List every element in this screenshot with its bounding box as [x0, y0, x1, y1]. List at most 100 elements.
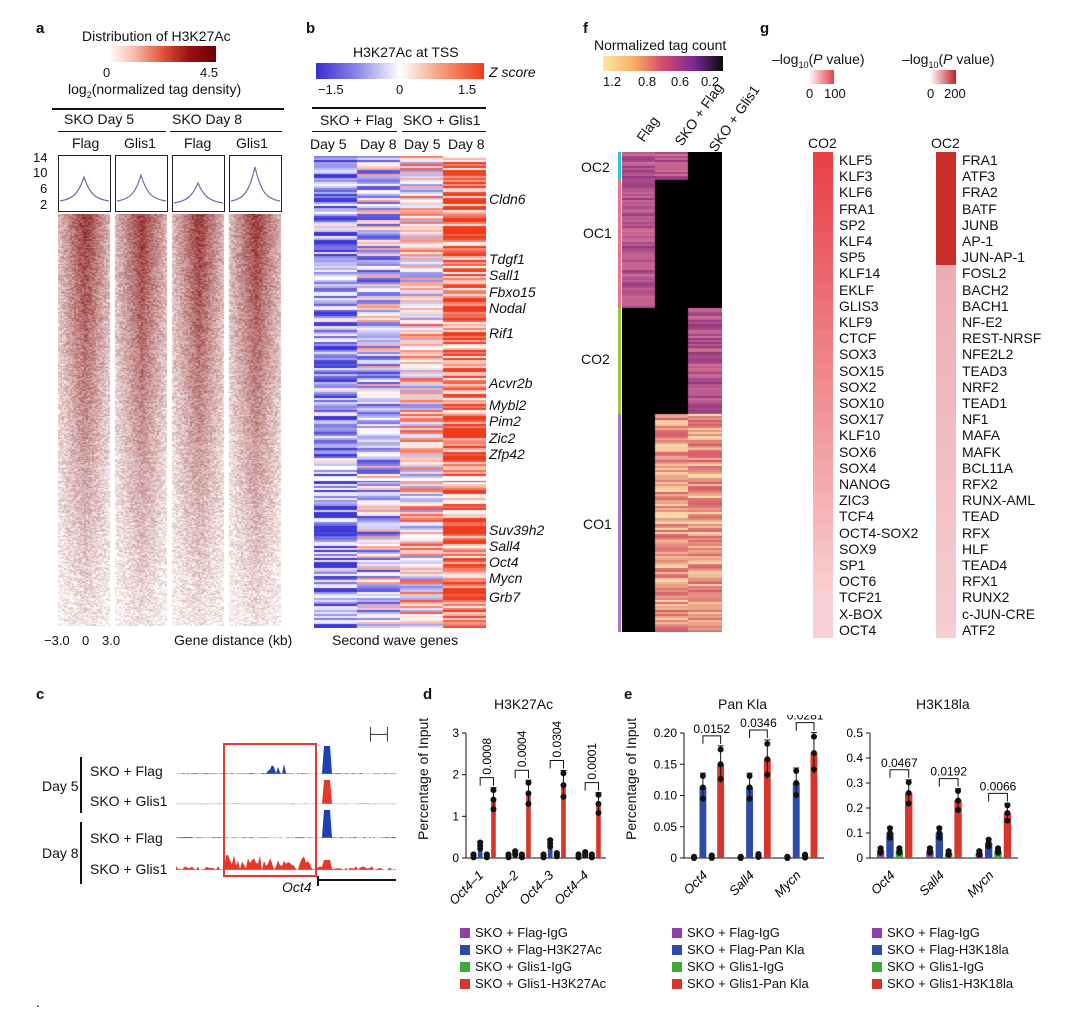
motif-label: RUNX-AML [962, 492, 1036, 509]
colorbar-b [316, 63, 484, 79]
data-point [802, 851, 809, 858]
motif-label: SOX4 [839, 459, 877, 476]
scale-bar-icon: ├─┤ [366, 727, 392, 741]
legend-swatch [460, 945, 470, 955]
motif-label: KLF14 [839, 265, 881, 282]
motif-significance-cell [813, 459, 833, 477]
motif-significance-cell [813, 427, 833, 444]
gene-label-oct4: Oct4 [282, 879, 312, 895]
xlabel-b: Second wave genes [332, 632, 459, 648]
panel-label-b: b [306, 20, 316, 37]
motif-significance-cell [936, 362, 956, 380]
legend-entry: SKO + Flag-Pan Kla [672, 942, 804, 957]
y-tick-label: 1 [452, 809, 459, 823]
motif-label: TEAD1 [962, 395, 1008, 411]
y-tick-label: 2 [452, 768, 459, 782]
y-tick-label: 0.4 [846, 751, 863, 765]
title-d: H3K27Ac [494, 696, 554, 712]
data-point [764, 771, 771, 778]
motif-significance-cell [813, 330, 833, 347]
data-point [976, 848, 983, 855]
data-point [525, 779, 532, 786]
motif-label: TEAD3 [962, 362, 1008, 379]
ytick-6: 6 [40, 181, 48, 196]
p-value-label: 0.0192 [930, 765, 967, 779]
g-left-max: 100 [824, 86, 846, 101]
data-point [512, 848, 519, 855]
g-left-title: CO2 [808, 135, 837, 151]
y-tick-label: 0.20 [654, 726, 678, 740]
data-point [784, 853, 791, 860]
motif-significance-cell [813, 557, 833, 574]
motif-label: CTCF [839, 330, 877, 347]
motif-label: SP5 [839, 249, 866, 266]
data-point [955, 788, 962, 795]
motif-significance-cell [813, 249, 833, 266]
p-value-label: 0.0008 [480, 738, 494, 775]
motif-significance-cell [936, 297, 956, 315]
track-label-1: SKO + Flag [90, 763, 163, 779]
gene-label: Nodal [489, 300, 526, 316]
cluster-bar-co1 [618, 414, 621, 632]
footer-dot: . [36, 994, 40, 1010]
gene-label: Pim2 [489, 413, 521, 429]
motif-significance-cell [813, 314, 833, 331]
data-point [490, 796, 497, 803]
significance-bracket [749, 729, 768, 738]
motif-significance-cell [813, 411, 833, 428]
significance-bracket [584, 782, 599, 791]
p-value-label: 0.0001 [585, 743, 599, 780]
colorbar-label-g-right: –log10(P value) [902, 51, 995, 70]
data-point [490, 806, 497, 813]
motif-significance-cell [813, 476, 833, 493]
bar [746, 787, 753, 858]
profile-plot-2 [115, 155, 168, 212]
motif-significance-cell [813, 152, 833, 169]
category-label: Sall4 [916, 868, 947, 899]
motif-significance-cell [936, 265, 956, 282]
gene-label: Cldn6 [489, 191, 526, 207]
data-point [717, 775, 724, 782]
motif-significance-cell [936, 605, 956, 623]
bracket-day8 [80, 822, 82, 884]
tick-f-4: 0.2 [701, 74, 720, 89]
bar [792, 783, 800, 858]
motif-significance-cell [813, 346, 833, 363]
motif-significance-cell [813, 265, 833, 282]
cluster-label-co1: CO1 [583, 516, 612, 532]
xtick-right-a: 3.0 [102, 633, 121, 648]
data-point [691, 853, 698, 860]
bar [763, 759, 771, 858]
significance-bracket [988, 792, 1008, 802]
data-point [905, 800, 912, 807]
heatmap-b [314, 156, 486, 628]
legend-label: SKO + Flag-IgG [475, 925, 568, 940]
motif-label: SOX2 [839, 378, 877, 395]
motif-significance-cell [813, 281, 833, 299]
data-point [699, 773, 706, 780]
significance-bracket [938, 778, 959, 787]
genome-tracks [176, 743, 396, 886]
xtick-mid-a: 0 [82, 633, 90, 648]
cluster-bar-oc2 [618, 152, 621, 180]
legend-entry: SKO + Flag-H3K18la [872, 942, 1009, 957]
col-label-flag-2: Flag [184, 135, 212, 151]
tick-b-low: −1.5 [318, 82, 344, 97]
significance-bracket [479, 777, 494, 786]
motif-label: KLF5 [839, 152, 873, 168]
bar [561, 785, 566, 858]
significance-bracket [795, 722, 815, 731]
legend-label: SKO + Flag-Pan Kla [687, 942, 805, 957]
data-point [595, 791, 602, 798]
legend-swatch [672, 979, 682, 989]
motif-label: MAFA [962, 427, 1001, 444]
cluster-label-oc1: OC1 [583, 225, 612, 241]
underline-flag-b [312, 131, 397, 132]
xlabel-a: Gene distance (kb) [174, 632, 293, 648]
category-label: Mycn [771, 868, 804, 901]
bar [547, 843, 553, 858]
y-tick-label: 0 [452, 851, 459, 865]
group-glis1-b: SKO + Glis1 [403, 112, 481, 128]
motif-significance-cell [936, 459, 956, 477]
motif-label: KLF4 [839, 233, 873, 249]
